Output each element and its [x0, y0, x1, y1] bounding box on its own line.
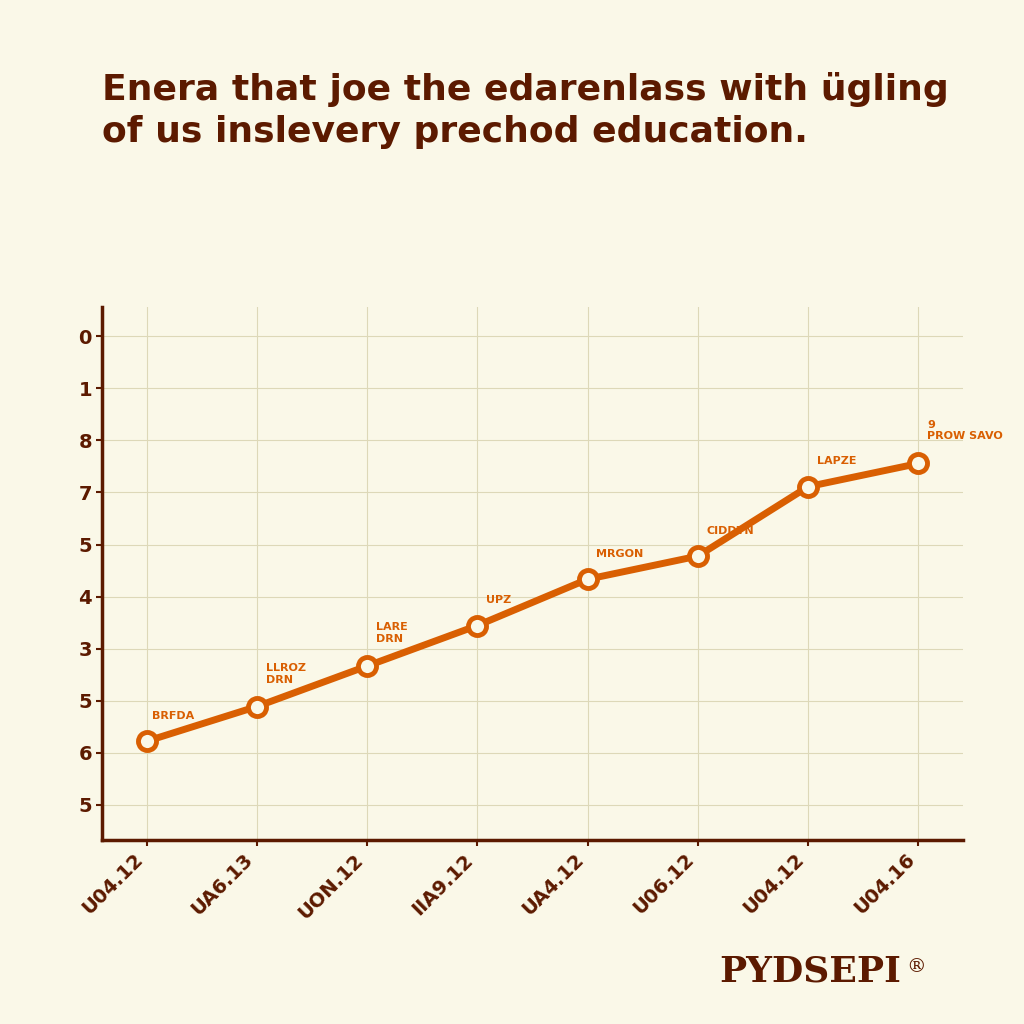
- Text: 9
PROW SAVO: 9 PROW SAVO: [928, 420, 1004, 441]
- Text: ®: ®: [906, 957, 926, 976]
- Text: LLROZ
DRN: LLROZ DRN: [265, 663, 305, 685]
- Text: MRGON: MRGON: [596, 549, 644, 559]
- Text: CIDDTN: CIDDTN: [707, 525, 755, 536]
- Text: PYDSEPI: PYDSEPI: [719, 954, 901, 988]
- Text: LAPZE: LAPZE: [817, 457, 856, 466]
- Text: BRFDA: BRFDA: [152, 711, 195, 721]
- Text: LARE
DRN: LARE DRN: [376, 623, 408, 644]
- Text: UPZ: UPZ: [486, 595, 511, 605]
- Text: Enera that joe the edarenlass with ügling
of us inslevery prechod education.: Enera that joe the edarenlass with üglin…: [102, 72, 949, 148]
